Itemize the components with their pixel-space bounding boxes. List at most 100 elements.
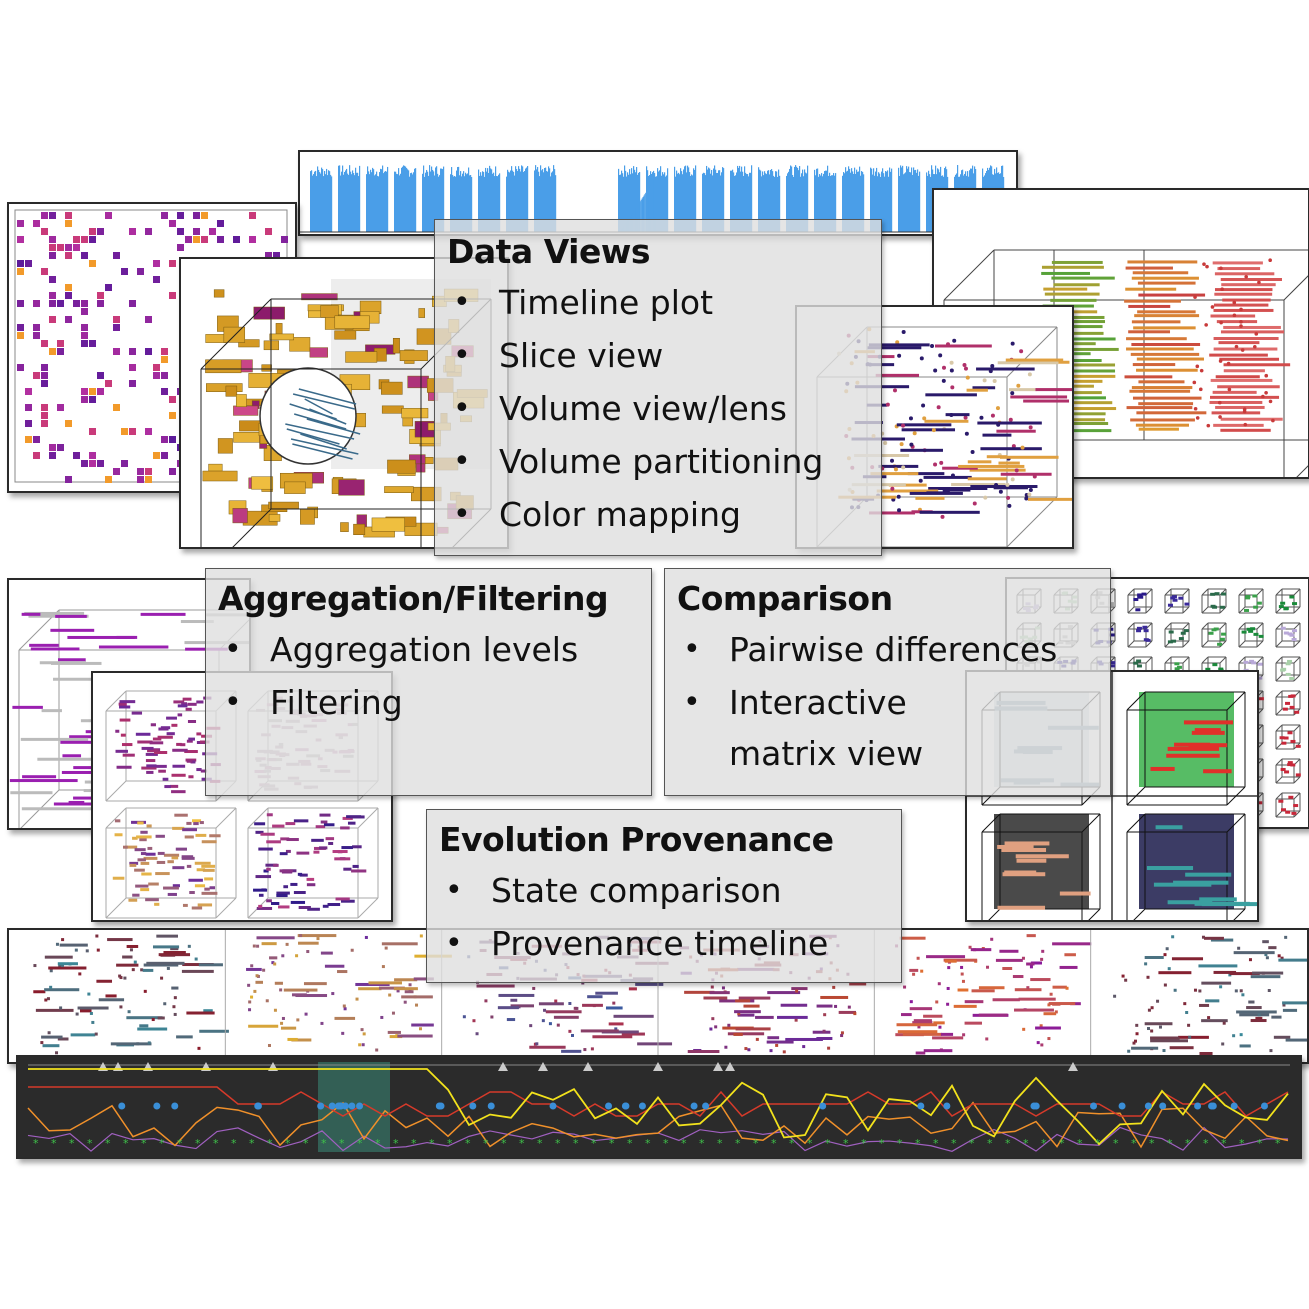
timeline-bar bbox=[359, 165, 361, 232]
state-point bbox=[575, 1006, 579, 1010]
volume-point bbox=[1232, 300, 1237, 305]
volume-point bbox=[883, 440, 888, 445]
timeline-bar bbox=[455, 176, 457, 232]
timeline-bar bbox=[687, 165, 689, 232]
volume-point bbox=[1006, 495, 1011, 500]
volume-bar bbox=[977, 421, 1042, 425]
state-point bbox=[265, 999, 269, 1003]
filtered-bar bbox=[306, 877, 315, 881]
state-bar bbox=[291, 993, 307, 997]
volume-point bbox=[1261, 394, 1265, 399]
volume-bar bbox=[1219, 357, 1280, 361]
filtered-bar bbox=[182, 903, 188, 907]
state-bar bbox=[1052, 985, 1067, 989]
state-bar bbox=[413, 977, 434, 981]
timeline-bar bbox=[798, 170, 800, 232]
volume-bar bbox=[1220, 330, 1285, 334]
state-bar bbox=[77, 1006, 109, 1010]
state-bar bbox=[902, 1032, 943, 1036]
timeline-bar bbox=[324, 171, 326, 232]
matrix-cell-bar bbox=[1184, 602, 1190, 606]
timeline-bar bbox=[822, 176, 824, 232]
timeline-bar bbox=[742, 171, 744, 232]
cube-edge bbox=[357, 807, 379, 829]
state-point bbox=[143, 989, 147, 993]
state-bar bbox=[35, 1008, 74, 1012]
slice-cell bbox=[25, 420, 32, 427]
difference-bar bbox=[997, 905, 1046, 910]
state-point bbox=[1127, 1049, 1131, 1053]
timeline-bar bbox=[327, 175, 329, 232]
matrix-cell-bar bbox=[1137, 593, 1143, 597]
state-bar bbox=[812, 1030, 831, 1034]
blue-state-dot bbox=[1159, 1102, 1167, 1110]
state-point bbox=[47, 1031, 51, 1035]
timeline-bar bbox=[310, 171, 312, 232]
timeline-bar bbox=[628, 174, 630, 232]
state-point bbox=[172, 1005, 176, 1009]
filtered-bar bbox=[157, 851, 165, 855]
lens-stroke bbox=[292, 443, 353, 460]
timeline-bar bbox=[873, 168, 875, 232]
blue-state-dot bbox=[1030, 1102, 1038, 1110]
timeline-bar bbox=[524, 171, 526, 232]
cube-edge bbox=[1293, 622, 1301, 630]
cube-edge bbox=[1226, 786, 1246, 806]
timeline-bar bbox=[913, 167, 915, 232]
green-asterisk-mark: * bbox=[807, 1137, 813, 1150]
aggregated-bar bbox=[53, 677, 98, 681]
filtered-bar bbox=[166, 716, 177, 720]
timeline-bar bbox=[394, 171, 396, 232]
timeline-bar bbox=[631, 168, 633, 232]
timeline-bar bbox=[651, 183, 653, 232]
filtered-bar bbox=[290, 882, 298, 886]
timeline-bar bbox=[321, 167, 323, 232]
filtered-bar bbox=[157, 735, 173, 739]
slice-cell bbox=[49, 292, 56, 299]
timeline-bar bbox=[662, 172, 664, 232]
state-point bbox=[937, 982, 941, 986]
filtered-bar bbox=[341, 846, 353, 850]
state-point bbox=[341, 1031, 345, 1035]
state-point bbox=[364, 935, 368, 939]
slice-cell bbox=[129, 228, 136, 235]
lens-stroke bbox=[285, 423, 355, 440]
volume-bar bbox=[1008, 388, 1037, 392]
state-bar bbox=[780, 1003, 808, 1007]
state-point bbox=[1065, 986, 1069, 990]
timeline-bar bbox=[787, 173, 789, 232]
timeline-bar bbox=[515, 166, 517, 232]
cube-edge bbox=[1081, 813, 1101, 833]
filtered-bar bbox=[140, 852, 147, 856]
state-point bbox=[75, 1012, 79, 1016]
volume-bar bbox=[923, 475, 972, 479]
state-point bbox=[535, 1042, 539, 1046]
timeline-bar bbox=[694, 169, 696, 232]
timeline-bar bbox=[763, 175, 765, 232]
timeline-bar bbox=[717, 172, 719, 232]
timeline-bar bbox=[351, 174, 353, 232]
timeline-bar bbox=[640, 199, 642, 232]
evolution-list: • State comparison • Provenance timeline bbox=[439, 864, 889, 970]
state-point bbox=[1113, 994, 1117, 998]
state-point bbox=[1150, 1029, 1154, 1033]
filtered-bar bbox=[199, 821, 204, 825]
state-bar bbox=[912, 1021, 933, 1025]
matrix-cell-bar bbox=[1141, 592, 1147, 596]
timeline-bar bbox=[340, 175, 342, 232]
timeline-bar bbox=[326, 168, 328, 232]
state-bar bbox=[1252, 971, 1284, 975]
bullet-icon: • bbox=[683, 685, 701, 720]
timeline-bar bbox=[738, 167, 740, 232]
timeline-bar bbox=[620, 174, 622, 232]
timeline-bar bbox=[638, 202, 640, 232]
state-marker bbox=[653, 1062, 663, 1071]
volume-bar bbox=[1042, 422, 1109, 426]
filtered-bar bbox=[112, 876, 125, 880]
aggregation-title: Aggregation/Filtering bbox=[218, 579, 609, 618]
volume-point bbox=[1016, 383, 1021, 388]
volume-point bbox=[1028, 487, 1033, 492]
state-bar bbox=[1070, 1002, 1081, 1006]
volume-bar bbox=[1132, 271, 1189, 275]
matrix-cell-bar bbox=[1280, 767, 1286, 771]
